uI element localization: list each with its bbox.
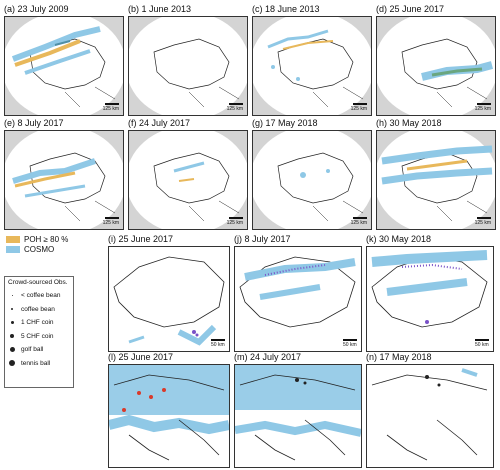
field-legend: POH ≥ 80 % COSMO <box>6 234 68 254</box>
scale-bar: 125 km <box>103 217 119 226</box>
panel-l: (l) 25 June 2017 <box>108 352 230 468</box>
legend-poh: POH ≥ 80 % <box>6 234 68 244</box>
panel-title: (d) 25 June 2017 <box>376 4 445 14</box>
panel-c: (c) 18 June 2013 125 km <box>252 4 372 117</box>
crowd-legend: Crowd-sourced Obs. < coffee bean coffee … <box>4 276 74 388</box>
legend-cosmo: COSMO <box>6 244 68 254</box>
zoom-map: 50 km <box>234 246 362 352</box>
panel-title: (n) 17 May 2018 <box>366 352 432 362</box>
legend-item: coffee bean <box>8 303 70 317</box>
panel-title: (h) 30 May 2018 <box>376 118 442 128</box>
scale-bar: 125 km <box>227 217 243 226</box>
zoom-map: 50 km <box>108 246 230 352</box>
panel-i: (i) 25 June 2017 50 km <box>108 234 230 352</box>
zoom-map <box>234 364 362 468</box>
panel-f: (f) 24 July 2017 125 km <box>128 118 248 231</box>
panel-b: (b) 1 June 2013 125 km <box>128 4 248 117</box>
panel-title: (j) 8 July 2017 <box>234 234 291 244</box>
panel-title: (m) 24 July 2017 <box>234 352 302 362</box>
panel-k: (k) 30 May 2018 50 km <box>366 234 494 352</box>
panel-m: (m) 24 July 2017 <box>234 352 362 468</box>
scale-bar: 50 km <box>475 339 489 348</box>
scale-bar: 50 km <box>343 339 357 348</box>
scale-bar: 125 km <box>351 103 367 112</box>
legend-item: tennis ball <box>8 357 70 371</box>
scale-bar: 125 km <box>103 103 119 112</box>
scale-bar: 125 km <box>475 103 491 112</box>
legend-item: 5 CHF coin <box>8 330 70 344</box>
panel-e: (e) 8 July 2017 125 km <box>4 118 124 231</box>
radar-map: 125 km <box>376 130 496 230</box>
legend-item: < coffee bean <box>8 289 70 303</box>
zoom-map <box>108 364 230 468</box>
legend-item: golf ball <box>8 343 70 357</box>
radar-map: 125 km <box>128 130 248 230</box>
panel-n: (n) 17 May 2018 <box>366 352 494 468</box>
scale-bar: 125 km <box>351 217 367 226</box>
panel-title: (k) 30 May 2018 <box>366 234 432 244</box>
panel-title: (f) 24 July 2017 <box>128 118 191 128</box>
radar-map: 125 km <box>252 130 372 230</box>
scale-bar: 125 km <box>475 217 491 226</box>
scale-bar: 50 km <box>211 339 225 348</box>
scale-bar: 125 km <box>227 103 243 112</box>
zoom-map <box>366 364 494 468</box>
radar-map: 125 km <box>4 16 124 116</box>
radar-map: 125 km <box>376 16 496 116</box>
panel-title: (a) 23 July 2009 <box>4 4 69 14</box>
zoom-map: 50 km <box>366 246 494 352</box>
radar-map: 125 km <box>4 130 124 230</box>
panel-title: (i) 25 June 2017 <box>108 234 174 244</box>
crowd-legend-title: Crowd-sourced Obs. <box>8 279 68 286</box>
radar-map: 125 km <box>128 16 248 116</box>
panel-h: (h) 30 May 2018 125 km <box>376 118 496 231</box>
panel-title: (g) 17 May 2018 <box>252 118 318 128</box>
radar-map: 125 km <box>252 16 372 116</box>
panel-title: (b) 1 June 2013 <box>128 4 192 14</box>
panel-a: (a) 23 July 2009 125 km <box>4 4 124 117</box>
panel-g: (g) 17 May 2018 125 km <box>252 118 372 231</box>
panel-title: (e) 8 July 2017 <box>4 118 64 128</box>
panel-d: (d) 25 June 2017 125 km <box>376 4 496 117</box>
panel-title: (l) 25 June 2017 <box>108 352 174 362</box>
panel-j: (j) 8 July 2017 50 km <box>234 234 362 352</box>
legend-item: 1 CHF coin <box>8 316 70 330</box>
panel-title: (c) 18 June 2013 <box>252 4 320 14</box>
poh-swatch <box>6 235 20 243</box>
cosmo-swatch <box>6 245 20 253</box>
